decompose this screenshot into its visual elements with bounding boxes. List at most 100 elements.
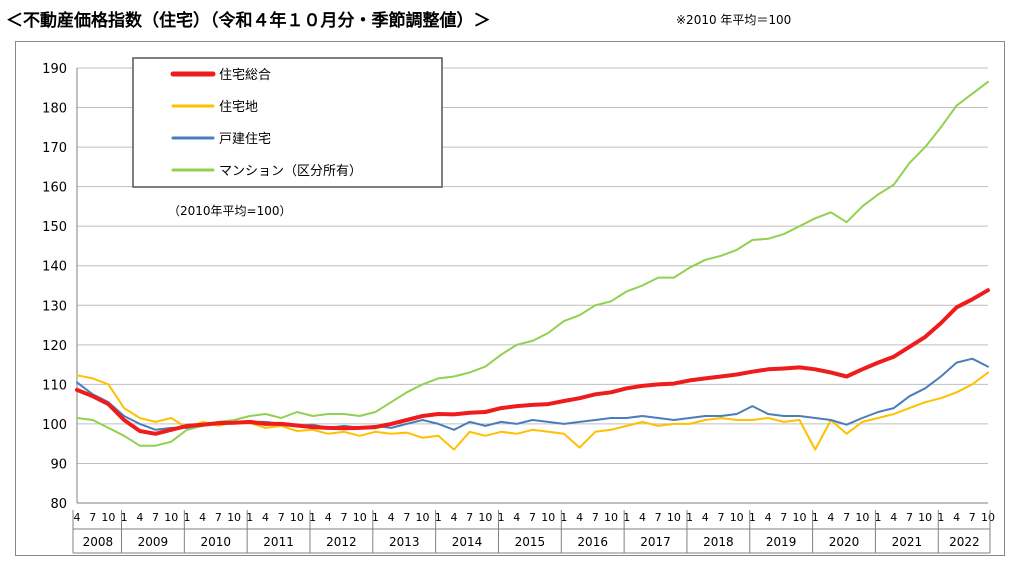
x-tick-label: 7 — [403, 511, 410, 524]
x-tick-label: 1 — [309, 511, 316, 524]
x-tick-label: 7 — [592, 511, 599, 524]
y-tick-label: 130 — [42, 299, 67, 314]
year-label: 2019 — [766, 535, 797, 549]
legend-label: マンション（区分所有） — [219, 164, 362, 179]
x-tick-label: 4 — [136, 511, 143, 524]
x-tick-label: 4 — [576, 511, 583, 524]
year-label: 2016 — [577, 535, 608, 549]
x-tick-label: 7 — [843, 511, 850, 524]
y-tick-label: 160 — [42, 181, 67, 196]
year-label: 2013 — [389, 535, 420, 549]
x-tick-label: 4 — [890, 511, 897, 524]
x-tick-label: 7 — [529, 511, 536, 524]
x-tick-label: 10 — [290, 511, 304, 524]
series-lines — [75, 80, 990, 451]
x-tick-label: 1 — [749, 511, 756, 524]
year-label: 2011 — [263, 535, 294, 549]
x-tick-label: 1 — [498, 511, 505, 524]
year-label: 2014 — [452, 535, 483, 549]
legend-label: 住宅総合 — [219, 68, 271, 83]
x-tick-label: 7 — [152, 511, 159, 524]
x-tick-label: 10 — [478, 511, 492, 524]
year-label: 2020 — [829, 535, 860, 549]
year-label: 2022 — [949, 535, 980, 549]
page-title: ＜不動産価格指数（住宅）（令和４年１０月分・季節調整値）＞ — [6, 11, 491, 31]
y-tick-label: 180 — [42, 102, 67, 117]
y-tick-label: 140 — [42, 260, 67, 275]
year-label: 2017 — [640, 535, 671, 549]
x-tick-label: 10 — [793, 511, 807, 524]
x-tick-label: 7 — [717, 511, 724, 524]
x-tick-label: 4 — [765, 511, 772, 524]
chart-annotation: （2010年平均=100） — [168, 204, 292, 218]
x-tick-label: 4 — [388, 511, 395, 524]
base-year-note: ※2010 年平均＝100 — [676, 13, 792, 27]
chart-frame — [15, 41, 1005, 556]
year-label: 2018 — [703, 535, 734, 549]
x-tick-label: 4 — [325, 511, 332, 524]
year-label: 2015 — [515, 535, 546, 549]
year-label: 2010 — [200, 535, 231, 549]
x-tick-label: 7 — [341, 511, 348, 524]
x-tick-label: 10 — [667, 511, 681, 524]
x-tick-label: 10 — [353, 511, 367, 524]
series-line — [75, 288, 990, 436]
year-label: 2008 — [83, 535, 114, 549]
legend-box — [132, 57, 443, 188]
legend-label: 戸建住宅 — [219, 132, 271, 147]
y-tick-label: 190 — [42, 62, 67, 77]
x-tick-label: 4 — [262, 511, 269, 524]
x-tick-label: 7 — [278, 511, 285, 524]
x-tick-label: 10 — [604, 511, 618, 524]
x-tick-label: 10 — [918, 511, 932, 524]
legend-label: 住宅地 — [219, 100, 258, 115]
x-tick-label: 7 — [215, 511, 222, 524]
x-tick-label: 4 — [513, 511, 520, 524]
x-tick-label: 1 — [246, 511, 253, 524]
y-tick-label: 110 — [42, 378, 67, 393]
x-tick-label: 1 — [372, 511, 379, 524]
x-tick-label: 1 — [875, 511, 882, 524]
x-tick-label: 4 — [639, 511, 646, 524]
y-tick-label: 120 — [42, 339, 67, 354]
x-tick-label: 7 — [655, 511, 662, 524]
x-tick-label: 1 — [560, 511, 567, 524]
x-tick-label: 4 — [450, 511, 457, 524]
year-label: 2012 — [326, 535, 357, 549]
x-tick-label: 7 — [89, 511, 96, 524]
y-tick-label: 170 — [42, 141, 67, 156]
y-tick-label: 150 — [42, 220, 67, 235]
x-tick-label: 1 — [435, 511, 442, 524]
x-tick-label: 4 — [702, 511, 709, 524]
x-tick-label: 4 — [953, 511, 960, 524]
x-tick-label: 1 — [812, 511, 819, 524]
x-tick-label: 10 — [541, 511, 555, 524]
x-tick-label: 10 — [227, 511, 241, 524]
x-tick-label: 4 — [74, 511, 81, 524]
x-tick-label: 1 — [623, 511, 630, 524]
x-tick-label: 10 — [730, 511, 744, 524]
x-tick-label: 10 — [981, 511, 995, 524]
x-tick-label: 4 — [199, 511, 206, 524]
year-label: 2021 — [892, 535, 923, 549]
x-tick-label: 10 — [855, 511, 869, 524]
x-tick-label: 10 — [101, 511, 115, 524]
x-tick-label: 7 — [466, 511, 473, 524]
x-tick-label: 10 — [164, 511, 178, 524]
x-tick-label: 1 — [183, 511, 190, 524]
y-tick-label: 100 — [42, 418, 67, 433]
x-tick-label: 7 — [906, 511, 913, 524]
year-label: 2009 — [138, 535, 169, 549]
x-tick-label: 10 — [416, 511, 430, 524]
series-line — [76, 357, 989, 431]
x-tick-label: 1 — [121, 511, 128, 524]
x-tick-label: 1 — [686, 511, 693, 524]
x-tick-label: 7 — [969, 511, 976, 524]
y-tick-label: 90 — [50, 457, 67, 472]
x-tick-label: 7 — [780, 511, 787, 524]
y-tick-label: 80 — [50, 497, 67, 512]
x-tick-label: 4 — [827, 511, 834, 524]
